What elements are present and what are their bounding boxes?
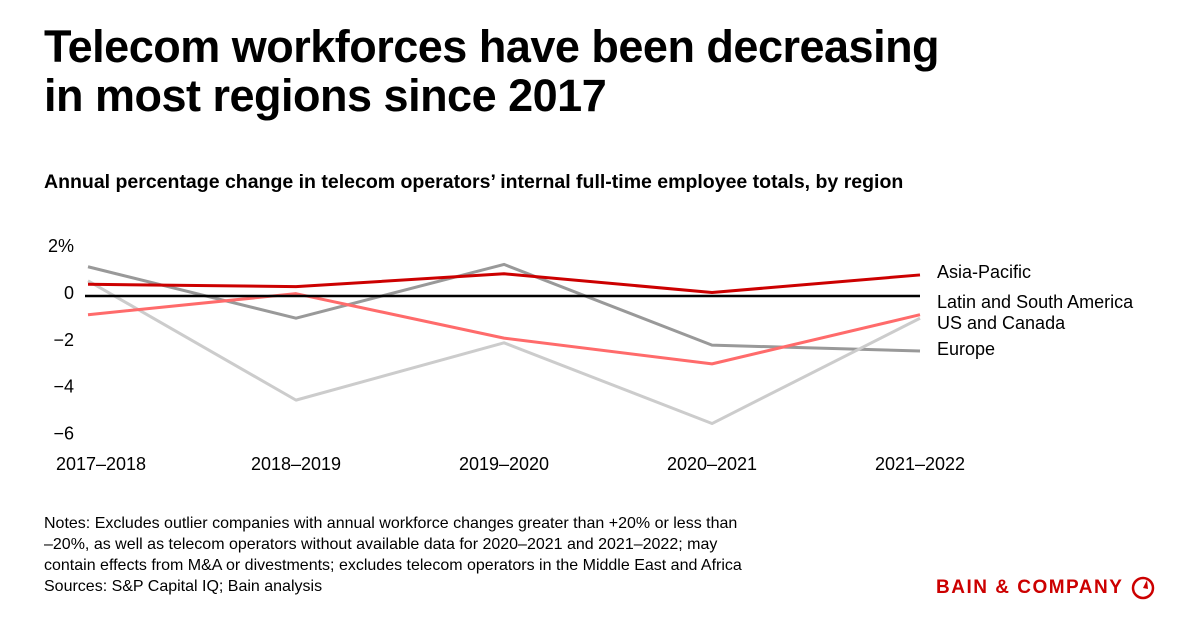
logo-text: BAIN & COMPANY: [936, 577, 1124, 598]
series-line-asia-pacific: [87, 272, 921, 294]
x-tick-label: 2020–2021: [667, 454, 757, 474]
y-tick-label: −2: [53, 330, 74, 350]
series-line-us-and-canada: [87, 279, 921, 426]
series-line-latin-and-south-america: [87, 292, 921, 366]
y-tick-label: 2%: [48, 236, 74, 256]
series-label: Latin and South America: [937, 292, 1134, 312]
series-label: US and Canada: [937, 313, 1066, 333]
x-tick-label: 2017–2018: [56, 454, 146, 474]
chart-title: Telecom workforces have been decreasing …: [44, 21, 940, 121]
title-line-2: in most regions since 2017: [44, 70, 607, 121]
note-line: Notes: Excludes outlier companies with a…: [44, 515, 738, 532]
notes: Notes: Excludes outlier companies with a…: [44, 513, 924, 597]
chart-subtitle: Annual percentage change in telecom oper…: [44, 171, 904, 193]
x-tick-label: 2018–2019: [251, 454, 341, 474]
x-tick-label: 2021–2022: [875, 454, 965, 474]
x-tick-label: 2019–2020: [459, 454, 549, 474]
sources-line: Sources: S&P Capital IQ; Bain analysis: [44, 578, 323, 595]
note-line: contain effects from M&A or divestments;…: [44, 557, 742, 574]
y-tick-label: −4: [53, 377, 74, 397]
series-label: Asia-Pacific: [937, 262, 1031, 282]
title-line-1: Telecom workforces have been decreasing: [44, 21, 940, 72]
bain-logo: BAIN & COMPANY: [936, 576, 1155, 600]
y-tick-label: 0: [64, 283, 74, 303]
series-label: Europe: [937, 339, 995, 359]
y-tick-label: −6: [53, 423, 74, 443]
note-line: –20%, as well as telecom operators witho…: [44, 536, 718, 553]
logo-clock-icon: [1132, 576, 1155, 600]
